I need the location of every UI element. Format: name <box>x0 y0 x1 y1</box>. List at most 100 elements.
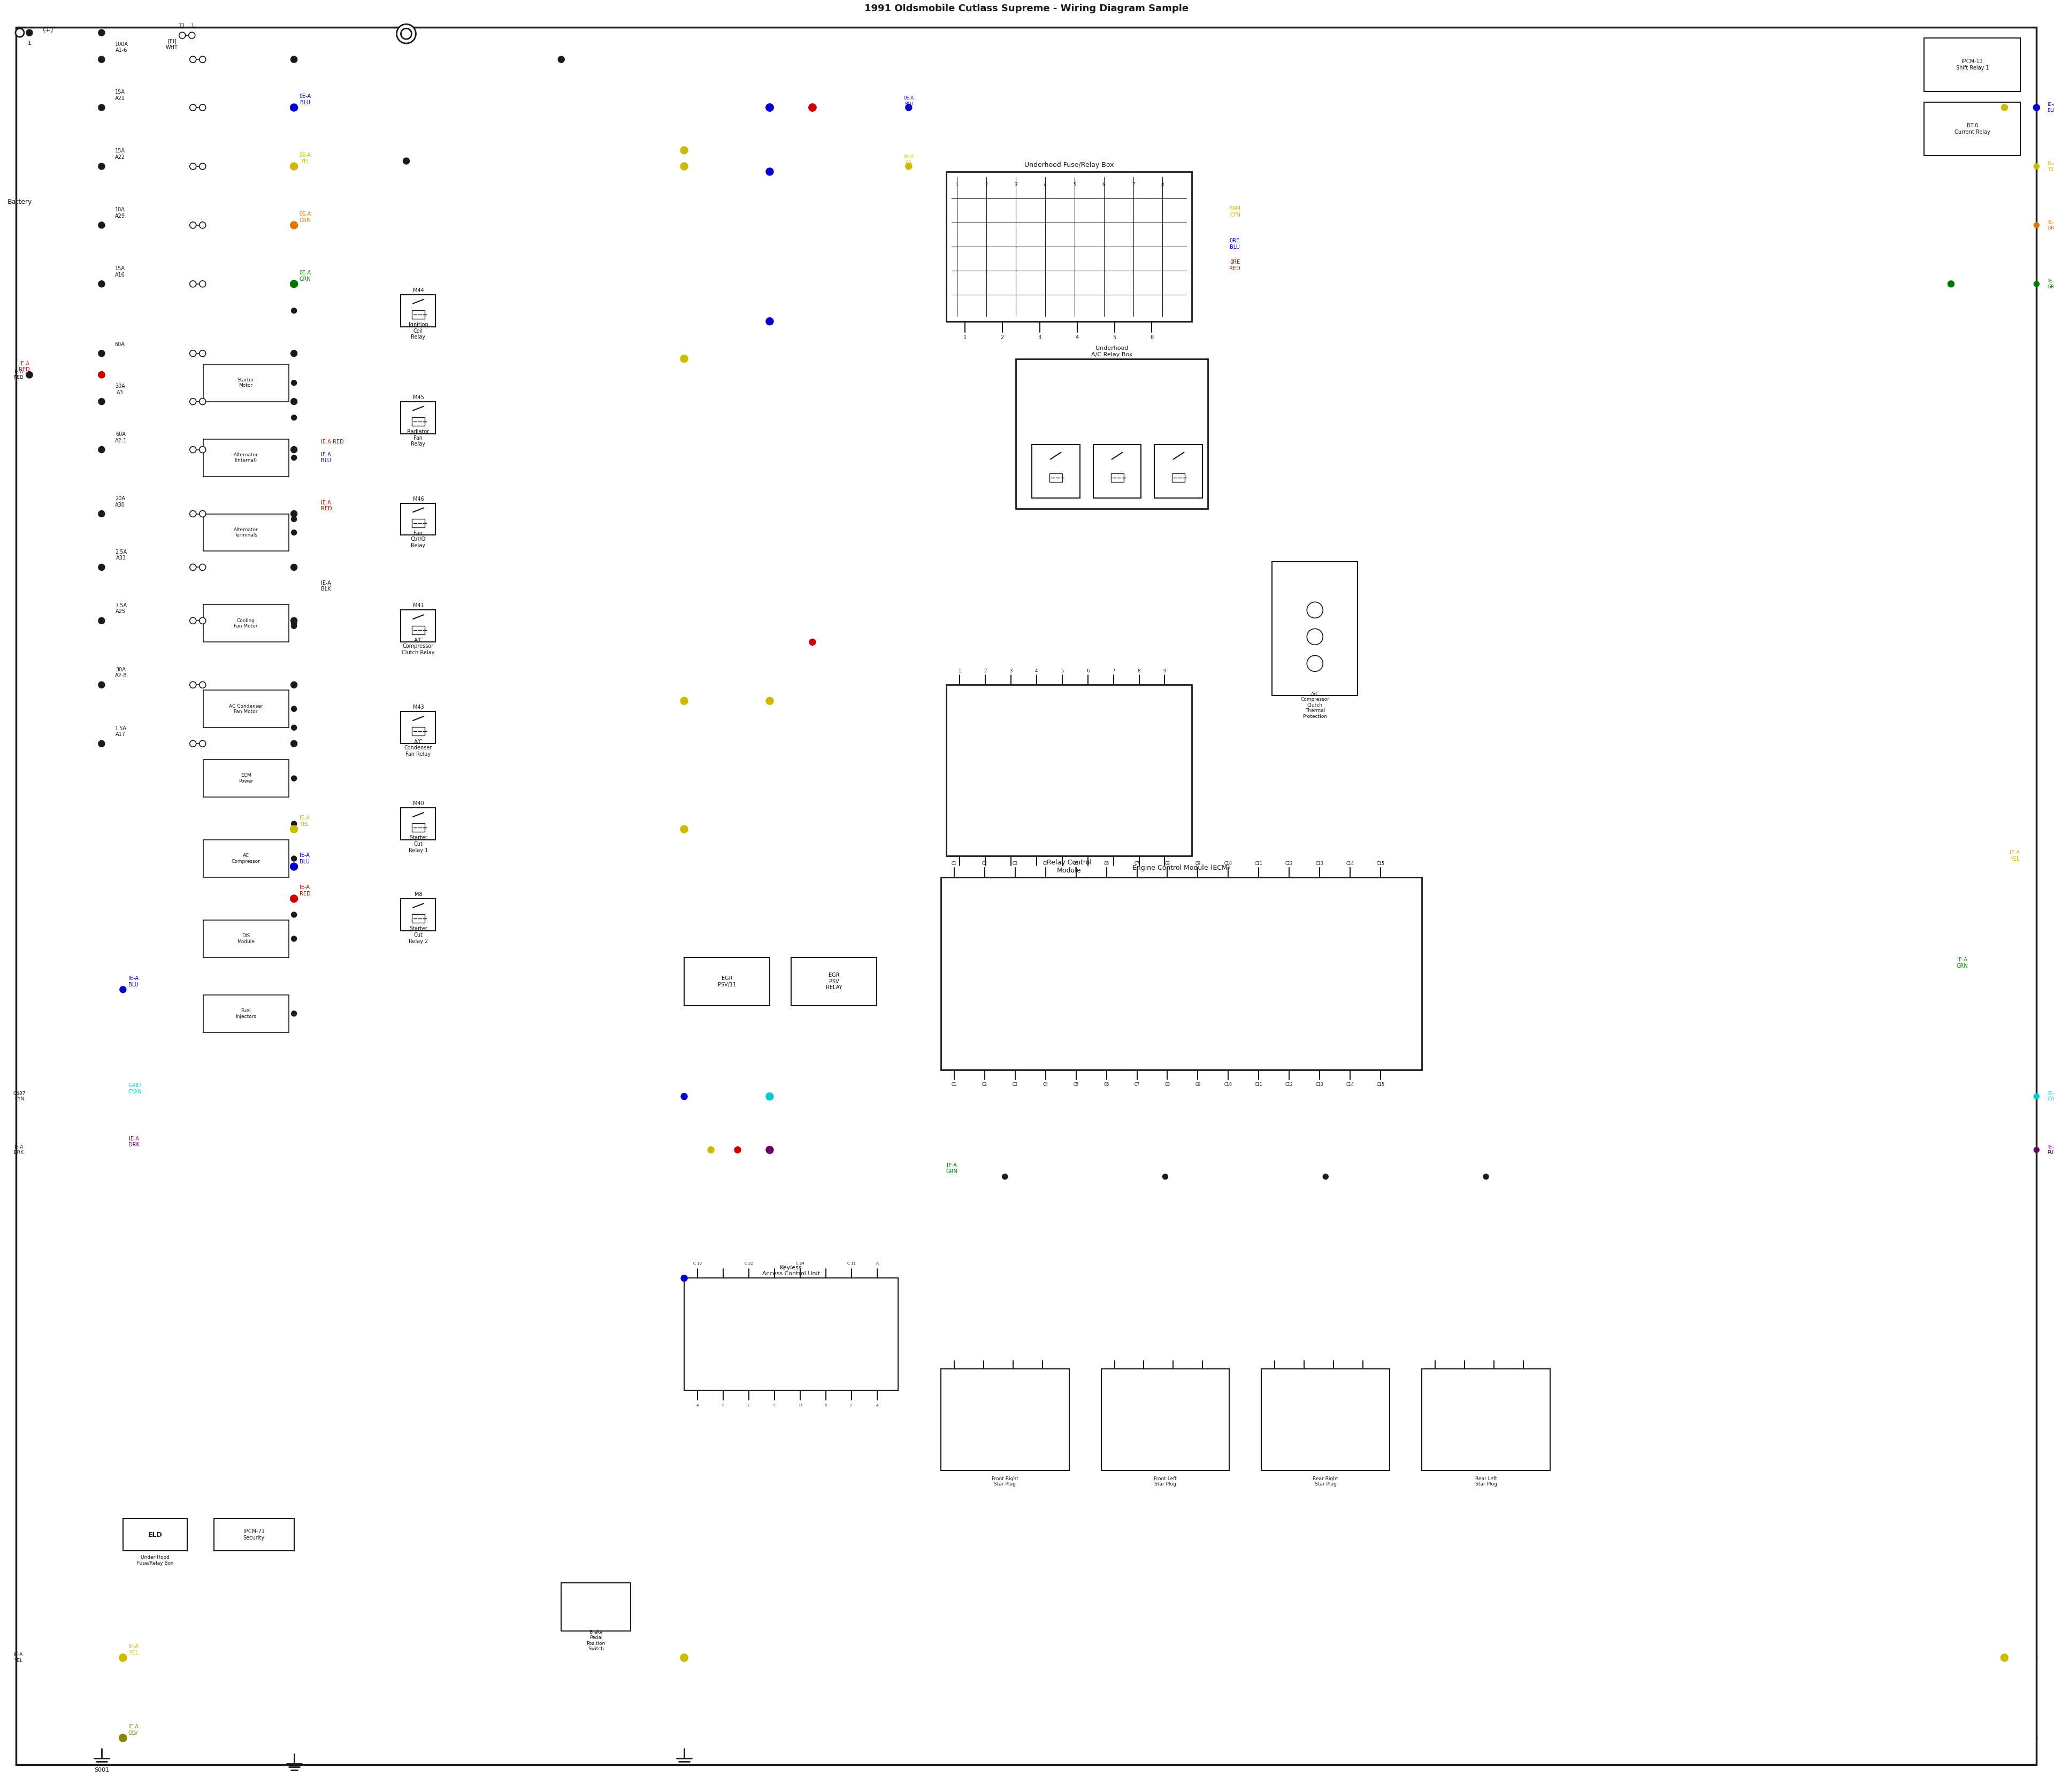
Circle shape <box>766 104 774 111</box>
Circle shape <box>99 371 105 378</box>
Text: IE-A
RED: IE-A RED <box>320 500 333 511</box>
Text: 0E-A
YEL: 0E-A YEL <box>904 154 914 165</box>
Circle shape <box>292 1011 296 1016</box>
Circle shape <box>99 398 105 405</box>
Text: C6: C6 <box>1103 860 1109 866</box>
Circle shape <box>290 280 298 289</box>
Text: 4: 4 <box>1043 183 1045 188</box>
Circle shape <box>189 681 197 688</box>
Text: C7: C7 <box>1134 1082 1140 1088</box>
Circle shape <box>292 511 298 518</box>
Circle shape <box>292 912 296 918</box>
Text: 5: 5 <box>1060 668 1064 674</box>
Text: Front Right
Star Plug: Front Right Star Plug <box>992 1477 1019 1487</box>
Circle shape <box>189 32 195 39</box>
Text: C 24: C 24 <box>797 1262 805 1265</box>
Circle shape <box>292 681 298 688</box>
Bar <box>413 914 425 923</box>
Text: C8: C8 <box>1165 1082 1171 1088</box>
Circle shape <box>2001 1654 2009 1661</box>
Text: 3: 3 <box>1015 183 1017 188</box>
Text: M46: M46 <box>413 496 423 502</box>
Circle shape <box>766 104 774 111</box>
Bar <box>1421 1369 1551 1471</box>
Text: IE-A
YEL: IE-A YEL <box>14 1652 23 1663</box>
Circle shape <box>99 564 105 570</box>
Circle shape <box>292 281 298 287</box>
Circle shape <box>2001 104 2007 111</box>
Bar <box>947 685 1191 857</box>
Circle shape <box>1306 656 1323 672</box>
Circle shape <box>292 821 296 826</box>
Circle shape <box>682 1274 688 1281</box>
Text: C5: C5 <box>1074 860 1078 866</box>
Text: IE-A
YEL: IE-A YEL <box>127 1643 138 1656</box>
Circle shape <box>2033 1147 2040 1152</box>
Text: C13: C13 <box>1317 1082 1323 1088</box>
Bar <box>401 294 435 326</box>
Text: A/C
Compressor
Clutch Relay: A/C Compressor Clutch Relay <box>403 638 435 656</box>
Bar <box>1154 444 1204 498</box>
Text: C10: C10 <box>1224 860 1232 866</box>
Text: C487
CYAN: C487 CYAN <box>127 1082 142 1095</box>
Circle shape <box>292 706 296 711</box>
Text: C: C <box>850 1403 852 1407</box>
Circle shape <box>99 511 105 518</box>
Text: 0E-A
GRN: 0E-A GRN <box>300 271 310 281</box>
Text: C10: C10 <box>1224 1082 1232 1088</box>
Circle shape <box>1483 1174 1489 1179</box>
Circle shape <box>290 104 298 111</box>
Text: Ignition
Coil
Relay: Ignition Coil Relay <box>409 323 427 340</box>
Text: 2: 2 <box>1000 335 1004 340</box>
Text: 1991 Oldsmobile Cutlass Supreme - Wiring Diagram Sample: 1991 Oldsmobile Cutlass Supreme - Wiring… <box>865 4 1189 14</box>
Circle shape <box>189 349 197 357</box>
Circle shape <box>396 23 415 43</box>
Circle shape <box>290 894 298 903</box>
Text: C11: C11 <box>1255 1082 1263 1088</box>
Circle shape <box>292 222 298 228</box>
Circle shape <box>119 1735 127 1742</box>
Text: C 11: C 11 <box>846 1262 857 1265</box>
Circle shape <box>680 163 688 170</box>
Text: 1: 1 <box>955 183 959 188</box>
Bar <box>413 625 425 634</box>
Text: IE-A
RED: IE-A RED <box>300 885 310 896</box>
Text: 9: 9 <box>1163 668 1167 674</box>
Circle shape <box>1306 629 1323 645</box>
Circle shape <box>199 104 205 111</box>
Bar <box>401 898 435 930</box>
Text: Alternator
Terminals: Alternator Terminals <box>234 527 259 538</box>
Bar <box>401 504 435 536</box>
Text: IE-A
RED: IE-A RED <box>18 360 29 373</box>
Bar <box>1925 102 2021 156</box>
Circle shape <box>292 104 298 111</box>
Text: ECM
Power: ECM Power <box>238 772 253 783</box>
Bar <box>1093 444 1142 498</box>
Bar <box>941 1369 1068 1471</box>
Bar <box>1925 38 2021 91</box>
Text: Keyless
Access Control Unit: Keyless Access Control Unit <box>762 1265 820 1276</box>
Circle shape <box>2033 106 2040 111</box>
Circle shape <box>199 222 205 228</box>
Text: T1: T1 <box>179 23 185 29</box>
Bar <box>203 514 290 552</box>
Circle shape <box>292 163 298 170</box>
Text: Under Hood
Fuse/Relay Box: Under Hood Fuse/Relay Box <box>138 1555 173 1566</box>
Circle shape <box>292 564 298 570</box>
Bar <box>1173 473 1185 482</box>
Circle shape <box>99 618 105 624</box>
Text: 60A
A2-1: 60A A2-1 <box>115 432 127 443</box>
Circle shape <box>189 222 197 228</box>
Text: A/C
Compressor
Clutch
Thermal
Protection: A/C Compressor Clutch Thermal Protection <box>1300 692 1329 719</box>
Text: C12: C12 <box>1286 860 1294 866</box>
Circle shape <box>1947 281 1953 287</box>
Circle shape <box>199 281 205 287</box>
Circle shape <box>16 29 25 38</box>
Circle shape <box>809 640 815 645</box>
Text: C14: C14 <box>1345 860 1354 866</box>
Bar <box>1261 1369 1391 1471</box>
Text: AC
Compressor: AC Compressor <box>232 853 261 864</box>
Text: C1: C1 <box>951 1082 957 1088</box>
Circle shape <box>680 826 688 833</box>
Bar <box>947 172 1191 321</box>
